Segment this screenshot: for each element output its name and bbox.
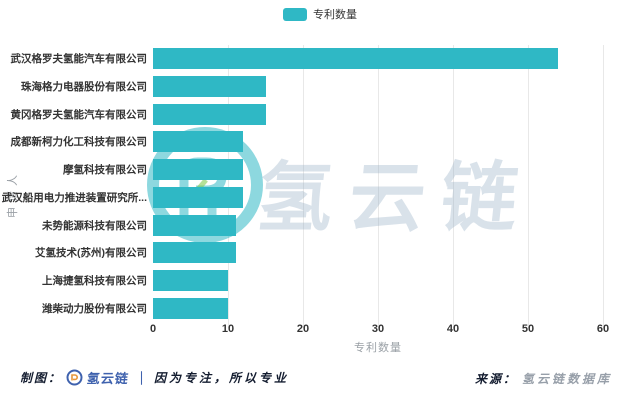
category-label: 武汉船用电力推进装置研究所... [1,191,147,204]
bar-11[interactable] [153,242,236,264]
footer-source-prefix: 来源： [474,372,517,386]
bar-10[interactable] [153,297,228,319]
table-row: 成都新柯力化工科技有限公司 [0,128,603,156]
legend-label: 专利数量 [313,9,357,21]
bar-rows: 武汉格罗夫氢能汽车有限公司珠海格力电器股份有限公司黄冈格罗夫氢能汽车有限公司 成都… [0,45,603,322]
bar-track [153,269,603,291]
category-label: 珠海格力电器股份有限公司 [21,81,147,94]
footer-brand-name: 氢云链 [85,371,130,386]
bar-track [153,103,603,125]
footer-credit: 制图： 氢云链 ｜ 因为专注，所以专业 [20,368,289,387]
category-label: 上海捷氢科技有限公司 [42,274,147,287]
category-label: 黄冈格罗夫氢能汽车有限公司 [10,108,148,121]
x-tick-label-40: 40 [446,323,460,335]
bar-10[interactable] [153,269,228,291]
category-label: 未势能源科技有限公司 [42,219,147,232]
legend: 专利数量 [0,6,640,22]
bar-track [153,131,603,153]
bar-15[interactable] [153,76,266,98]
x-tick-label-60: 60 [596,323,610,335]
table-row: 摩氢科技有限公司 [0,156,603,184]
bar-12[interactable] [153,186,243,208]
bar-54[interactable] [153,48,558,70]
table-row: 潍柴动力股份有限公司 [0,294,603,322]
category-label: 成都新柯力化工科技有限公司 [10,136,148,149]
gridline-60 [603,45,604,328]
bar-track [153,76,603,98]
category-label: 摩氢科技有限公司 [63,164,147,177]
table-row: 武汉船用电力推进装置研究所... [0,184,603,212]
x-tick-label-30: 30 [371,323,385,335]
footer-source: 来源： 氢云链数据库 [475,370,612,387]
category-label: 潍柴动力股份有限公司 [42,302,147,315]
category-label: 艾氢技术(苏州)有限公司 [35,247,147,260]
footer-slogan: 因为专注，所以专业 [154,371,290,385]
x-tick-label-0: 0 [149,323,157,335]
table-row: 珠海格力电器股份有限公司 [0,73,603,101]
x-tick-label-20: 20 [296,323,310,335]
gridline-30 [378,45,379,328]
footer-source-name: 氢云链数据库 [521,372,612,386]
bar-track [153,297,603,319]
footer-credit-prefix: 制图： [20,371,63,385]
table-row: 未势能源科技有限公司 [0,211,603,239]
legend-item-patent-count[interactable]: 专利数量 [283,6,357,22]
gridline-20 [302,45,304,328]
table-row: 艾氢技术(苏州)有限公司 [0,239,603,267]
x-axis-title: 专利数量 [354,342,402,354]
bar-track [153,242,603,264]
bar-track [153,214,603,236]
table-row: 武汉格罗夫氢能汽车有限公司 [0,45,603,73]
bar-track [153,48,603,70]
table-row: 黄冈格罗夫氢能汽车有限公司 [0,100,603,128]
category-label: 武汉格罗夫氢能汽车有限公司 [10,53,148,66]
bar-15[interactable] [153,103,266,125]
bar-11[interactable] [153,214,236,236]
gridline-40 [452,45,454,328]
brand-logo-icon [66,369,83,386]
footer-separator: ｜ [135,371,149,386]
bar-12[interactable] [153,131,243,153]
x-axis-ticks: 0 10 20 30 40 50 60 [149,323,609,337]
legend-color-swatch-icon [283,7,307,21]
bar-track [153,159,603,181]
x-tick-label-50: 50 [521,323,535,335]
x-tick-label-10: 10 [221,323,235,335]
gridline-50 [528,45,529,328]
bar-track [153,186,603,208]
bar-12[interactable] [153,159,243,181]
table-row: 上海捷氢科技有限公司 [0,267,603,295]
